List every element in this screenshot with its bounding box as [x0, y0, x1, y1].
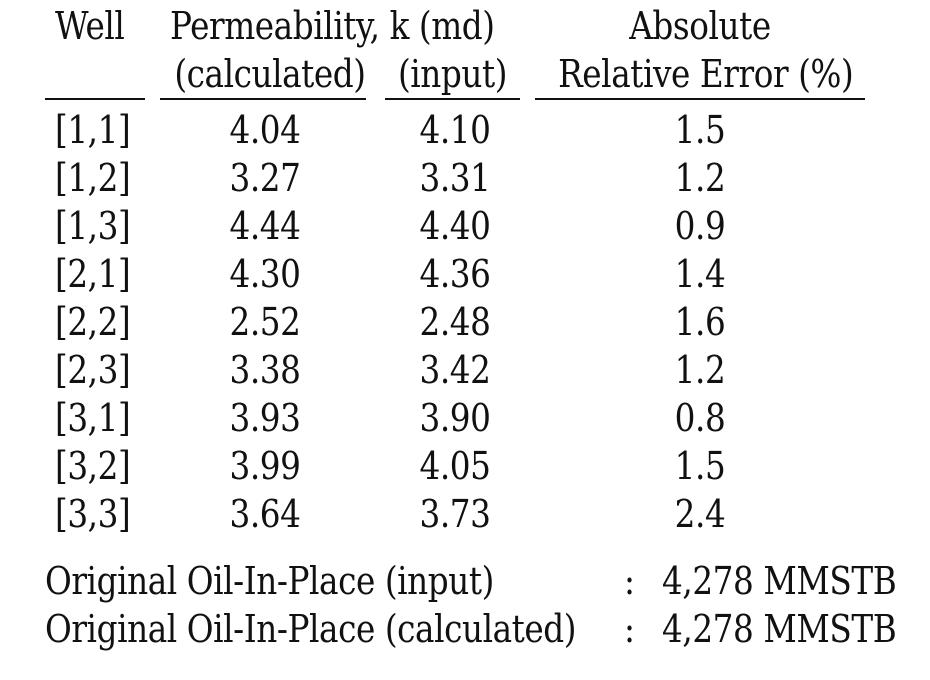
header-relative-error: Relative Error (%): [558, 52, 854, 96]
cell-error: 1.2: [674, 156, 726, 200]
cell-input: 4.36: [419, 252, 491, 296]
cell-input: 3.73: [419, 492, 491, 536]
header-rule-calculated: [160, 98, 366, 100]
cell-error: 0.9: [674, 204, 726, 248]
summary-label-input: Original Oil-In-Place (input): [45, 559, 494, 603]
cell-well: [3,2]: [55, 444, 131, 488]
cell-error: 1.2: [674, 348, 726, 392]
header-well: Well: [55, 4, 125, 48]
cell-calculated: 4.30: [229, 252, 301, 296]
cell-well: [1,3]: [55, 204, 131, 248]
summary-colon-calculated: :: [624, 607, 635, 651]
header-permeability: Permeability, k (md): [170, 4, 495, 48]
header-rule-well: [45, 98, 145, 100]
cell-calculated: 4.44: [229, 204, 301, 248]
cell-input: 3.90: [419, 396, 491, 440]
cell-calculated: 3.64: [229, 492, 301, 536]
summary-colon-input: :: [624, 559, 635, 603]
cell-well: [1,2]: [55, 156, 131, 200]
cell-input: 4.05: [419, 444, 491, 488]
summary-value-calculated: 4,278 MMSTB: [662, 607, 897, 651]
cell-error: 1.5: [674, 108, 726, 152]
cell-error: 2.4: [674, 492, 726, 536]
cell-well: [1,1]: [55, 108, 131, 152]
cell-input: 3.42: [419, 348, 491, 392]
cell-calculated: 3.27: [229, 156, 301, 200]
header-absolute: Absolute: [629, 4, 771, 48]
header-rule-error: [535, 98, 865, 100]
cell-error: 1.4: [674, 252, 726, 296]
cell-well: [2,1]: [55, 252, 131, 296]
header-rule-input: [385, 98, 520, 100]
header-input: (input): [397, 52, 508, 96]
cell-calculated: 4.04: [229, 108, 301, 152]
cell-input: 4.40: [419, 204, 491, 248]
summary-value-input: 4,278 MMSTB: [662, 559, 897, 603]
cell-calculated: 3.93: [229, 396, 301, 440]
cell-calculated: 3.38: [229, 348, 301, 392]
cell-calculated: 2.52: [229, 300, 301, 344]
cell-input: 4.10: [419, 108, 491, 152]
cell-well: [3,1]: [55, 396, 131, 440]
cell-input: 2.48: [419, 300, 491, 344]
cell-well: [2,2]: [55, 300, 131, 344]
cell-input: 3.31: [419, 156, 491, 200]
cell-error: 0.8: [674, 396, 726, 440]
cell-error: 1.6: [674, 300, 726, 344]
cell-well: [2,3]: [55, 348, 131, 392]
cell-calculated: 3.99: [229, 444, 301, 488]
summary-label-calculated: Original Oil-In-Place (calculated): [45, 607, 577, 651]
header-calculated: (calculated): [174, 52, 366, 96]
cell-well: [3,3]: [55, 492, 131, 536]
cell-error: 1.5: [674, 444, 726, 488]
